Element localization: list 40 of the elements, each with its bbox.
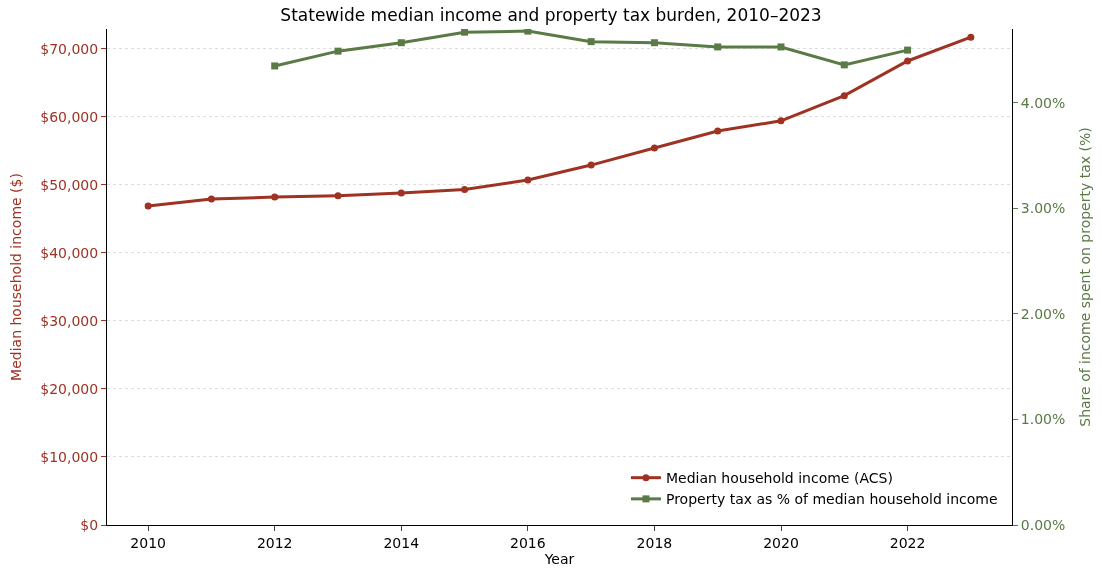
y2-tick-label: 1.00% bbox=[1020, 411, 1066, 428]
point bbox=[461, 186, 469, 194]
y-tick-label: $70,000 bbox=[40, 40, 99, 57]
y-tick-label: $10,000 bbox=[40, 448, 99, 465]
point bbox=[271, 193, 279, 201]
x-tick-label: 2018 bbox=[636, 534, 673, 551]
point bbox=[967, 33, 975, 41]
point bbox=[397, 189, 405, 197]
point bbox=[840, 92, 848, 100]
point bbox=[334, 192, 342, 200]
point bbox=[777, 117, 785, 125]
y-tick-label: $40,000 bbox=[40, 244, 99, 261]
y-tick-label: $60,000 bbox=[40, 108, 99, 125]
chart-title: Statewide median income and property tax burden, 2010–2023 bbox=[280, 4, 822, 25]
point bbox=[587, 161, 595, 169]
y-tick-label: $20,000 bbox=[40, 380, 99, 397]
y-tick-label: $50,000 bbox=[40, 176, 99, 193]
x-tick-label: 2010 bbox=[130, 534, 166, 551]
point bbox=[714, 127, 722, 135]
point bbox=[650, 144, 658, 152]
point bbox=[207, 195, 215, 203]
y2-tick-label: 4.00% bbox=[1020, 94, 1066, 111]
point bbox=[144, 202, 152, 210]
x-tick-label: 2016 bbox=[510, 534, 546, 551]
x-tick-label: 2012 bbox=[256, 534, 293, 551]
x-tick-label: 2014 bbox=[383, 534, 420, 551]
y2-tick-label: 0.00% bbox=[1020, 516, 1066, 533]
y2-tick-label: 2.00% bbox=[1020, 305, 1066, 322]
x-tick-label: 2020 bbox=[763, 534, 799, 551]
x-tick-label: 2022 bbox=[889, 534, 926, 551]
legend-label: Median household income (ACS) bbox=[665, 470, 893, 487]
y-axis-title: Median household income ($) bbox=[7, 173, 24, 381]
y2-tick-label: 3.00% bbox=[1020, 200, 1066, 217]
legend-label: Property tax as % of median household income bbox=[665, 491, 998, 508]
point bbox=[904, 57, 912, 65]
point bbox=[524, 176, 532, 184]
y-tick-label: $0 bbox=[80, 516, 99, 533]
x-axis-title: Year bbox=[543, 551, 575, 568]
y-tick-label: $30,000 bbox=[40, 312, 99, 329]
y2-axis-title: Share of income spent on property tax (%) bbox=[1076, 127, 1093, 427]
